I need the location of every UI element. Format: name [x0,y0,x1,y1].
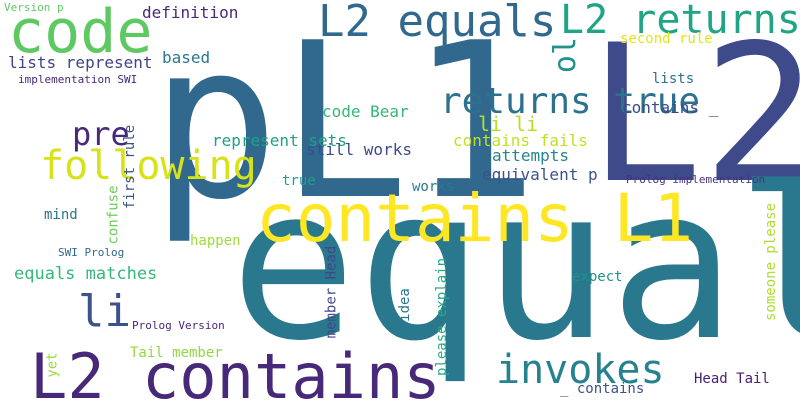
word-code: code [8,0,153,67]
word-someone-please: someone please [763,202,780,322]
word-based: based [162,48,211,67]
word-ol: ol [548,36,584,74]
word-equal: equal [230,142,800,387]
word-underscore-contains: _ contains [560,381,645,397]
word-idea: idea [396,288,413,322]
word-lists-represent: lists represent [8,53,153,72]
word-please-explain: please explain [434,257,451,377]
word-head-tail: Head Tail [694,371,770,387]
word-true: true [282,173,316,189]
word-contains-l1: contains L1 [256,180,694,257]
word-contains-fails: contains fails [453,131,588,150]
word-second-rule: second rule [620,31,713,47]
word-swi-prolog: SWI Prolog [58,246,125,259]
word-code-bear: code Bear [322,102,409,121]
word-tail-member: Tail member [130,345,223,361]
word-x1: li [78,286,131,337]
word-prolog-implementation: Prolog implementation [626,173,766,186]
word-lists: lists [652,71,695,87]
word-l2-contains: L2 contains [30,340,441,400]
word-equals-matches: equals matches [14,264,158,284]
word-yet: yet [44,352,61,378]
word-l2-returns: L2 returns [560,0,800,43]
word-pl1: pL1 [150,0,539,247]
word-contains-underscore: contains _ [622,98,719,117]
word-following: invokes [496,347,665,393]
word-li: pre [72,115,130,153]
word-expect: expect [572,269,623,285]
word-version-p: Version p [4,1,64,14]
word-mind: mind [44,207,78,223]
word-pre: following [40,143,257,189]
word-l2-equals: L2 equals [318,0,557,47]
word-confuse: confuse [105,185,122,245]
word-works: works [412,179,455,195]
word-implementation-swi: implementation SWI [18,73,138,86]
word-member-head: member Head [323,245,340,339]
word-represent-sets: represent sets [212,131,347,150]
word-happen: happen [190,233,241,249]
word-definition: definition [142,3,239,22]
word-invokes: returns true [440,81,701,122]
word-still-works: still works [306,140,412,159]
word-first-rule: first rule [122,124,139,210]
word-equivalent-p: equivalent p [482,165,598,184]
word-l2: L2 [588,4,800,225]
word-prolog-version: Prolog Version [132,319,225,332]
word-li-li: li li [478,112,539,136]
word-attempts: attempts [492,146,570,165]
